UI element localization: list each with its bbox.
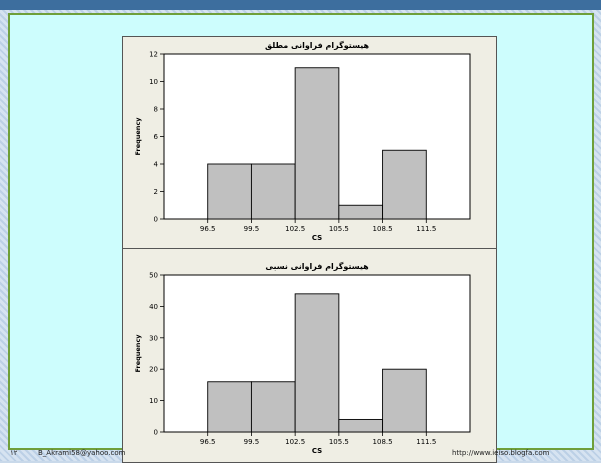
y-tick-label: 30 [149, 334, 158, 342]
y-tick-label: 0 [154, 429, 158, 437]
x-tick-label: 105.5 [329, 438, 349, 446]
y-tick-label: 40 [149, 303, 158, 311]
y-tick-label: 10 [149, 78, 158, 86]
histogram-bar [294, 67, 340, 220]
x-tick-label: 96.5 [200, 438, 216, 446]
histogram-bar [338, 204, 384, 220]
histogram-bar [250, 163, 296, 220]
slide: هیستوگرام فراوانی مطلق 0 2 4 6 8 10 12 96.5 99.5 1… [8, 13, 594, 463]
chart-title: هیستوگرام فراوانی مطلق [265, 40, 369, 50]
y-axis-label: Frequency [134, 334, 142, 373]
x-tick-label: 102.5 [285, 438, 305, 446]
y-tick-label: 6 [154, 133, 159, 141]
histogram-relative-panel: هیستوگرام فراوانی نسبی 0 10 20 30 40 50 96.5 99.… [122, 248, 497, 463]
x-axis-label: CS [312, 234, 322, 242]
histogram-absolute-chart: هیستوگرام فراوانی مطلق 0 2 4 6 8 10 12 96.5 99.5 1… [134, 40, 471, 242]
y-tick-label: 2 [154, 188, 158, 196]
histogram-bar [207, 163, 252, 220]
y-axis-label: Frequency [134, 117, 142, 156]
footer-email: B_Akrami58@yahoo.com [38, 449, 126, 457]
y-tick-label: 50 [149, 272, 158, 280]
y-tick-label: 0 [154, 216, 158, 224]
x-tick-label: 111.5 [416, 225, 436, 233]
x-tick-label: 99.5 [244, 438, 260, 446]
y-tick-label: 20 [149, 366, 158, 374]
page-number: ۱۲ [10, 449, 18, 457]
x-tick-label: 102.5 [285, 225, 305, 233]
chart-title: هیستوگرام فراوانی نسبی [265, 261, 369, 271]
y-tick-label: 4 [154, 161, 159, 169]
histogram-relative-chart: هیستوگرام فراوانی نسبی 0 10 20 30 40 50 96.5 99.… [134, 261, 471, 455]
y-tick-label: 8 [154, 106, 158, 114]
histogram-absolute-panel: هیستوگرام فراوانی مطلق 0 2 4 6 8 10 12 96.5 99.5 1… [122, 36, 497, 249]
histogram-bar [207, 381, 252, 433]
y-tick-label: 10 [149, 397, 158, 405]
x-tick-label: 105.5 [329, 225, 349, 233]
x-axis-label: CS [312, 447, 322, 455]
y-tick-label: 12 [149, 51, 158, 59]
x-tick-label: 96.5 [200, 225, 216, 233]
histogram-bar [382, 368, 427, 433]
histogram-bar [250, 381, 296, 433]
x-tick-label: 108.5 [373, 438, 393, 446]
footer-url: http://www.ieiso.blogfa.com [452, 449, 550, 457]
histogram-bar [294, 293, 340, 433]
top-strip [0, 0, 601, 10]
x-tick-label: 111.5 [416, 438, 436, 446]
x-tick-label: 99.5 [244, 225, 260, 233]
histogram-bar [382, 149, 427, 220]
histogram-bar [338, 418, 384, 433]
x-tick-label: 108.5 [373, 225, 393, 233]
